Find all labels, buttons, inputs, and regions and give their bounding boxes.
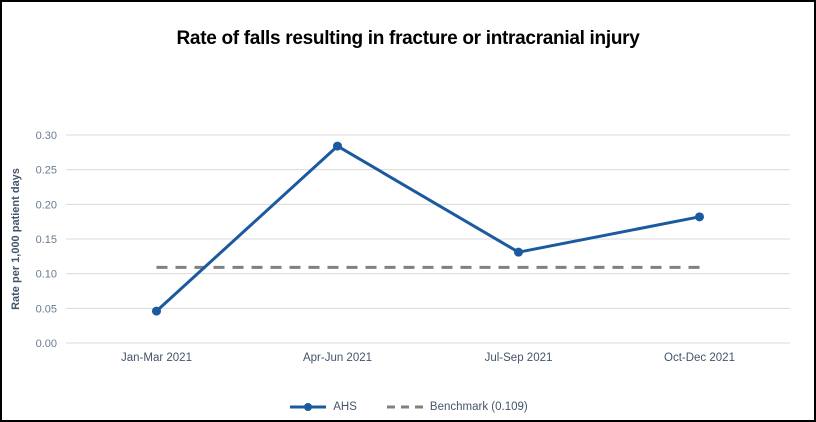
x-axis-label: Apr-Jun 2021 <box>303 352 372 364</box>
legend-label: Benchmark (0.109) <box>429 401 528 413</box>
x-axis-label: Jan-Mar 2021 <box>121 352 192 364</box>
legend-label: AHS <box>333 401 357 413</box>
y-tick-label: 0.25 <box>36 165 57 177</box>
y-tick-label: 0.20 <box>36 199 57 211</box>
x-axis-label: Oct-Dec 2021 <box>664 352 735 364</box>
x-axis-label: Jul-Sep 2021 <box>485 352 553 364</box>
legend-item-benchmark-0-109[interactable]: Benchmark (0.109) <box>385 401 528 413</box>
line-marker-swatch-icon <box>290 403 327 411</box>
data-point-marker[interactable] <box>514 247 523 257</box>
data-point-marker[interactable] <box>152 306 161 316</box>
y-tick-label: 0.00 <box>36 338 57 350</box>
chart-title: Rate of falls resulting in fracture or i… <box>176 28 640 49</box>
y-tick-label: 0.30 <box>36 130 57 142</box>
series-line-ahs <box>155 144 701 313</box>
data-point-marker[interactable] <box>695 212 704 222</box>
y-tick-label: 0.15 <box>36 234 57 246</box>
chart-legend: AHS Benchmark (0.109) <box>2 401 814 413</box>
dashed-line-swatch-icon <box>386 405 423 409</box>
data-point-marker[interactable] <box>333 141 342 151</box>
y-tick-label: 0.05 <box>36 303 57 315</box>
y-tick-label: 0.10 <box>36 269 57 281</box>
legend-item-ahs[interactable]: AHS <box>288 401 357 413</box>
